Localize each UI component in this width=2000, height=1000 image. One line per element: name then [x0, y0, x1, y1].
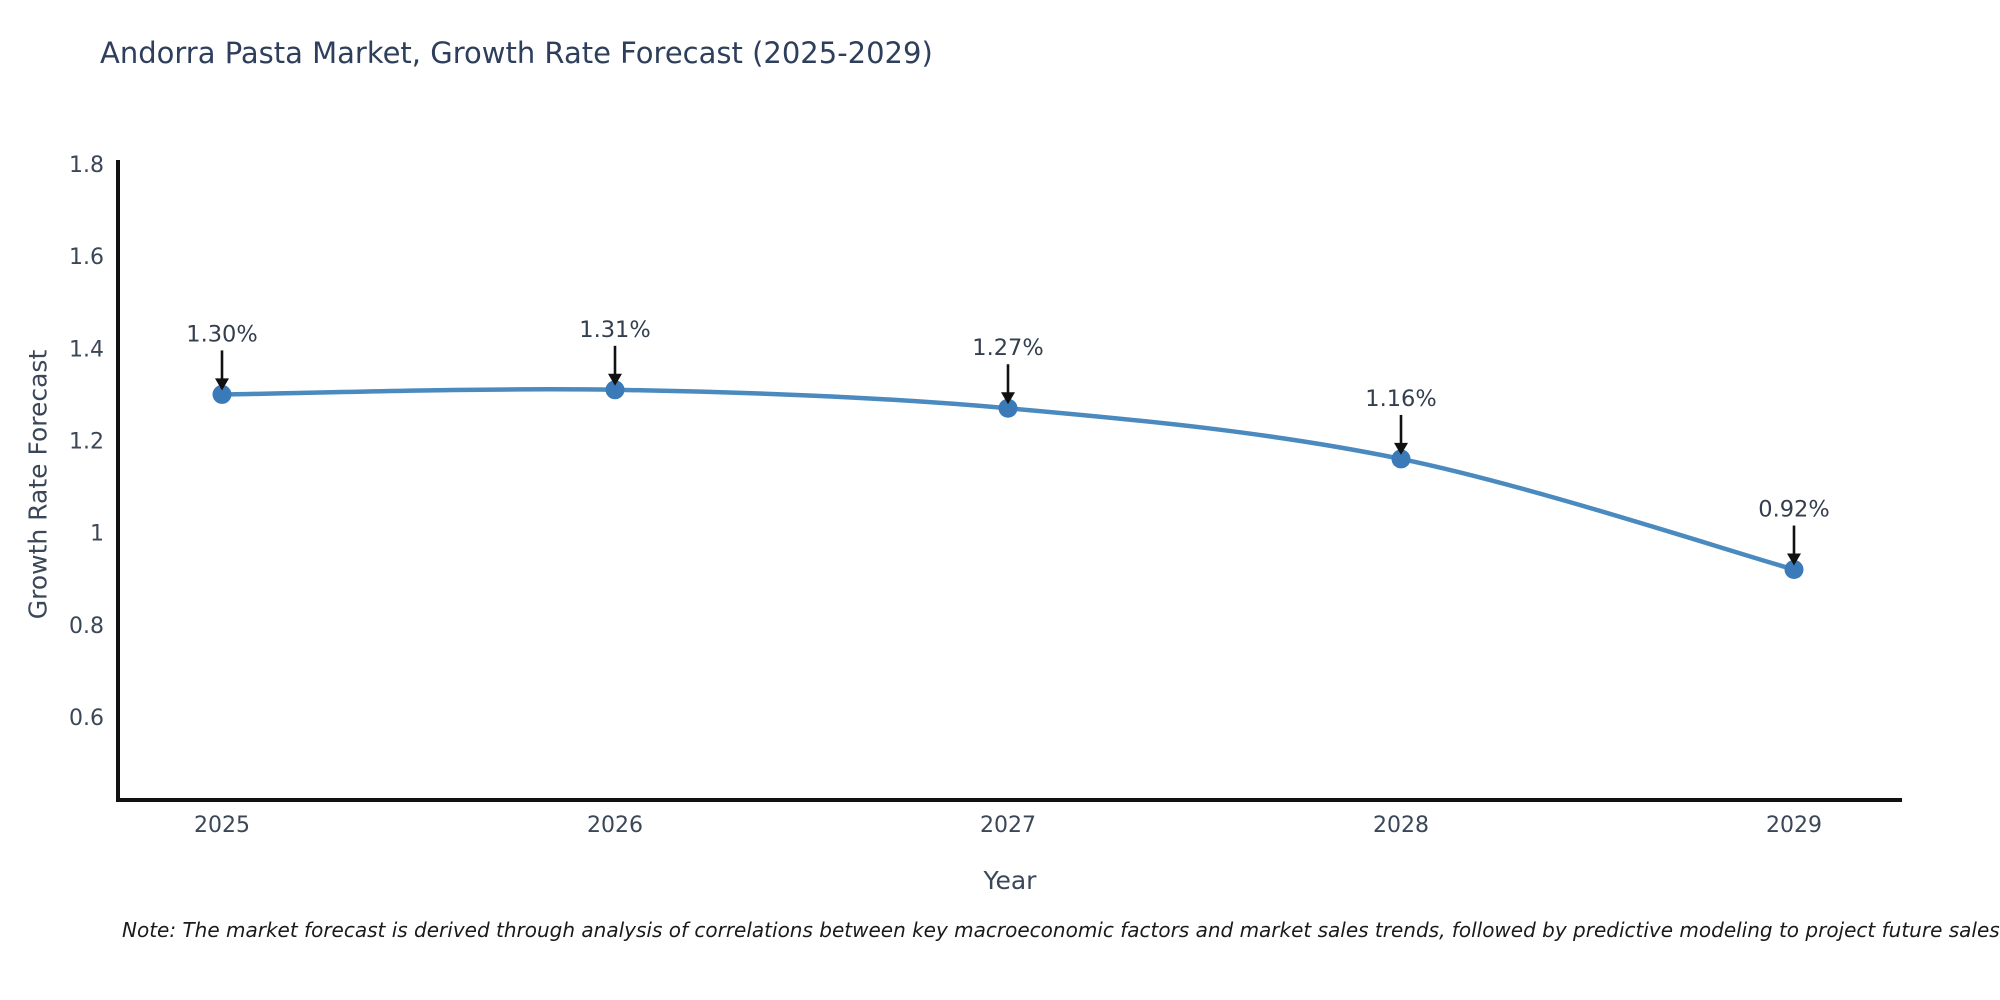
x-tick-label: 2027 — [980, 813, 1036, 838]
x-tick-label: 2026 — [587, 813, 643, 838]
y-tick-label: 1.8 — [69, 153, 104, 178]
y-tick-label: 0.6 — [69, 706, 104, 731]
annotation-label: 0.92% — [1758, 497, 1829, 523]
footnote: Note: The market forecast is derived thr… — [122, 918, 2000, 942]
x-tick-label: 2025 — [194, 813, 250, 838]
data-point-marker — [998, 398, 1018, 418]
y-tick-label: 1.6 — [69, 245, 104, 270]
annotation-arrow-head — [1787, 553, 1801, 566]
annotation-arrow-head — [608, 373, 622, 386]
y-tick-label: 1.2 — [69, 430, 104, 455]
data-point-marker — [1784, 560, 1804, 580]
y-tick-label: 1 — [90, 522, 104, 547]
data-point-marker — [1391, 449, 1411, 469]
data-point-marker — [212, 384, 232, 404]
y-tick-label: 0.8 — [69, 614, 104, 639]
annotation-arrow-head — [1001, 392, 1015, 405]
data-point-marker — [605, 380, 625, 400]
annotation-arrow-head — [1394, 442, 1408, 455]
annotation-label: 1.30% — [186, 321, 257, 347]
x-axis-title: Year — [983, 866, 1037, 895]
annotation-label: 1.27% — [972, 335, 1043, 361]
annotation-label: 1.16% — [1365, 386, 1436, 412]
x-tick-label: 2028 — [1373, 813, 1429, 838]
y-tick-label: 1.4 — [69, 337, 104, 362]
chart-title: Andorra Pasta Market, Growth Rate Foreca… — [100, 36, 933, 70]
annotation-arrow-head — [215, 378, 229, 391]
x-tick-label: 2029 — [1766, 813, 1822, 838]
annotation-label: 1.31% — [579, 317, 650, 343]
